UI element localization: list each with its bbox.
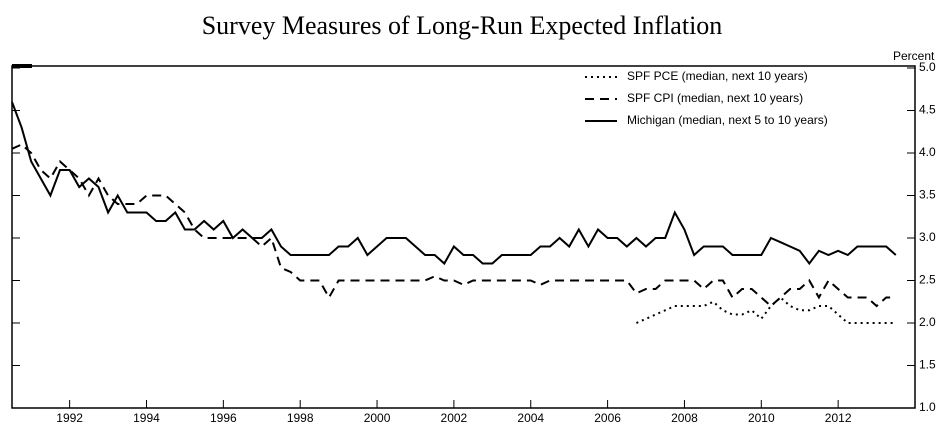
y-tick-label: 1.5 <box>919 358 936 372</box>
x-tick-label: 2004 <box>517 411 544 424</box>
x-tick-label: 1994 <box>133 411 160 424</box>
x-tick-label: 2010 <box>748 411 775 424</box>
series-line <box>11 143 896 308</box>
legend-label: SPF PCE (median, next 10 years) <box>627 69 808 83</box>
plot-frame <box>11 65 916 409</box>
series-line <box>635 296 896 324</box>
y-tick-label: 3.5 <box>919 188 936 202</box>
y-tick-label: 2.0 <box>919 315 936 329</box>
x-tick-label: 2012 <box>825 411 852 424</box>
series-line <box>11 101 897 266</box>
legend-label: Michigan (median, next 5 to 10 years) <box>627 113 828 127</box>
x-tick-label: 2008 <box>671 411 698 424</box>
x-tick-label: 2002 <box>441 411 468 424</box>
x-tick-label: 2006 <box>594 411 621 424</box>
y-tick-label: 2.5 <box>919 273 936 287</box>
x-tick-label: 1992 <box>56 411 83 424</box>
y-axis-label: Percent <box>893 49 935 63</box>
x-tick-label: 1996 <box>210 411 237 424</box>
y-tick-label: 1.0 <box>919 400 936 414</box>
y-tick-label: 5.0 <box>919 60 936 74</box>
x-tick-label: 2000 <box>364 411 391 424</box>
chart-title: Survey Measures of Long-Run Expected Inf… <box>202 11 723 40</box>
y-tick-label: 4.0 <box>919 145 936 159</box>
y-tick-label: 4.5 <box>919 103 936 117</box>
legend-label: SPF CPI (median, next 10 years) <box>627 91 803 105</box>
y-tick-label: 3.0 <box>919 230 936 244</box>
x-tick-label: 1998 <box>287 411 314 424</box>
